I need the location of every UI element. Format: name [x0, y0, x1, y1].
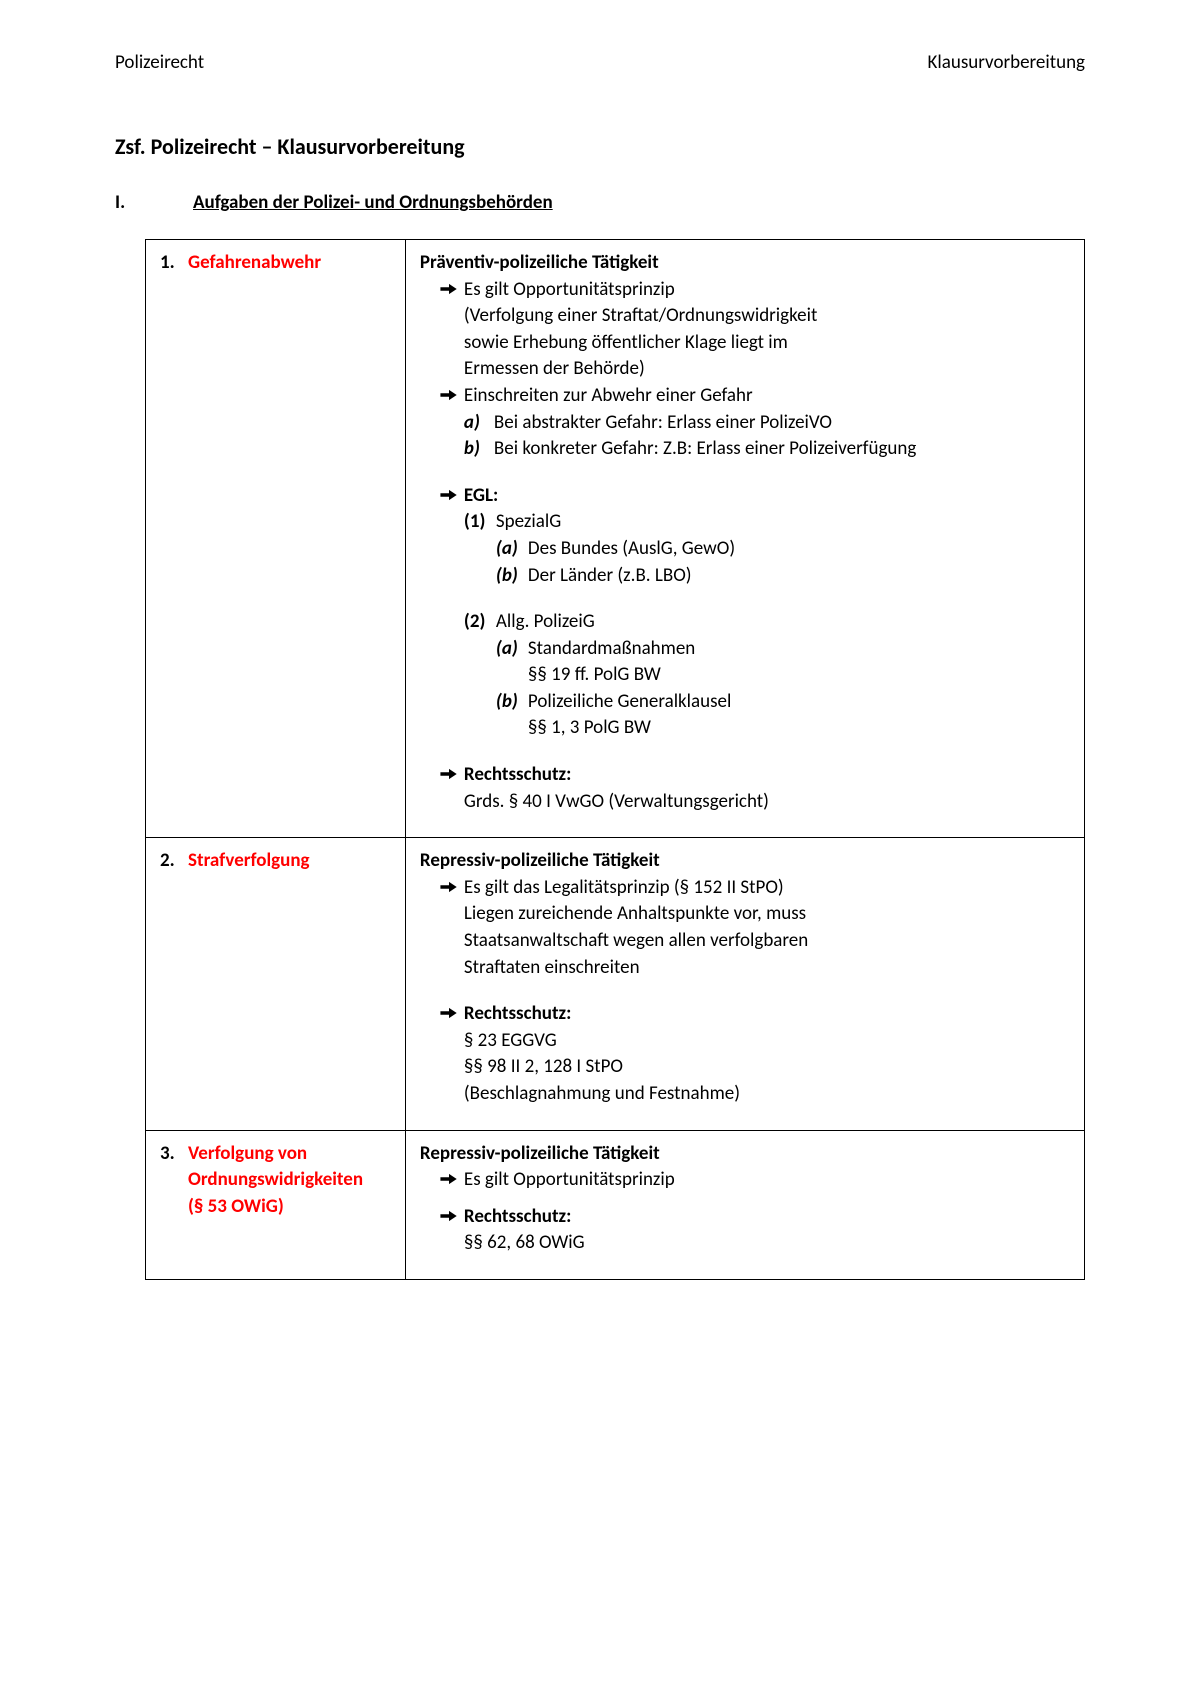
- sub-sub-letter-text: Standardmaßnahmen: [528, 636, 695, 663]
- bullet-detail: Grds. § 40 I VwGO (Verwaltungsgericht): [464, 789, 1070, 816]
- row-heading: Präventiv-polizeiliche Tätigkeit: [420, 250, 1070, 277]
- sub-num-label: (2): [464, 609, 496, 636]
- sub-sub-detail: §§ 1, 3 PolG BW: [528, 715, 1070, 742]
- bullet-continuation: Liegen zureichende Anhaltspunkte vor, mu…: [464, 901, 1070, 928]
- row-title: Gefahrenabwehr: [188, 250, 321, 277]
- sub-sub-letter-text: Polizeiliche Generalklausel: [528, 689, 731, 716]
- arrow-icon: [440, 1001, 464, 1028]
- bullet-detail: §§ 62, 68 OWiG: [464, 1230, 1070, 1257]
- sub-letter-text: Bei abstrakter Gefahr: Erlass einer Poli…: [494, 410, 832, 437]
- row2-right-cell: Repressiv-polizeiliche Tätigkeit Es gilt…: [405, 838, 1084, 1130]
- row-heading: Repressiv-polizeiliche Tätigkeit: [420, 848, 1070, 875]
- sub-sub-letter-label: (a): [496, 636, 528, 663]
- page-header: Polizeirecht Klausurvorbereitung: [115, 50, 1085, 77]
- sub-letter-label: a): [464, 410, 494, 437]
- table-row: 2. Strafverfolgung Repressiv-polizeilich…: [146, 838, 1085, 1130]
- arrow-icon: [440, 762, 464, 789]
- row-number: 2.: [160, 848, 188, 875]
- arrow-icon: [440, 383, 464, 410]
- row3-left-cell: 3. Verfolgung von Ordnungswidrigkeiten (…: [146, 1130, 406, 1279]
- arrow-icon: [440, 1167, 464, 1194]
- row-title-cont: (§ 53 OWiG): [188, 1194, 391, 1221]
- row-title: Strafverfolgung: [188, 848, 310, 875]
- row-title-cont: Ordnungswidrigkeiten: [188, 1167, 391, 1194]
- bullet-text: Rechtsschutz:: [464, 762, 1070, 789]
- arrow-icon: [440, 277, 464, 304]
- row1-left-cell: 1. Gefahrenabwehr: [146, 239, 406, 837]
- section-heading: Aufgaben der Polizei- und Ordnungsbehörd…: [193, 190, 553, 217]
- arrow-icon: [440, 1204, 464, 1231]
- row2-left-cell: 2. Strafverfolgung: [146, 838, 406, 1130]
- sub-num-text: Allg. PolizeiG: [496, 609, 595, 636]
- sub-sub-letter-label: (b): [496, 563, 528, 590]
- bullet-continuation: sowie Erhebung öffentlicher Klage liegt …: [464, 330, 1070, 357]
- section-heading-row: I. Aufgaben der Polizei- und Ordnungsbeh…: [115, 190, 1085, 217]
- bullet-text: Es gilt Opportunitätsprinzip: [464, 277, 1070, 304]
- bullet-text: Einschreiten zur Abwehr einer Gefahr: [464, 383, 1070, 410]
- row-title: Verfolgung von: [188, 1141, 307, 1168]
- bullet-text: Rechtsschutz:: [464, 1204, 1070, 1231]
- bullet-continuation: Ermessen der Behörde): [464, 356, 1070, 383]
- sub-letter-text: Bei konkreter Gefahr: Z.B: Erlass einer …: [494, 436, 916, 463]
- outline-table: 1. Gefahrenabwehr Präventiv-polizeiliche…: [145, 239, 1085, 1280]
- header-left: Polizeirecht: [115, 50, 204, 77]
- sub-sub-letter-text: Der Länder (z.B. LBO): [528, 563, 692, 590]
- table-row: 1. Gefahrenabwehr Präventiv-polizeiliche…: [146, 239, 1085, 837]
- bullet-continuation: Straftaten einschreiten: [464, 955, 1070, 982]
- document-title: Zsf. Polizeirecht – Klausurvorbereitung: [115, 132, 1085, 163]
- bullet-text: Es gilt das Legalitätsprinzip (§ 152 II …: [464, 875, 1070, 902]
- row1-right-cell: Präventiv-polizeiliche Tätigkeit Es gilt…: [405, 239, 1084, 837]
- row3-right-cell: Repressiv-polizeiliche Tätigkeit Es gilt…: [405, 1130, 1084, 1279]
- bullet-text: Es gilt Opportunitätsprinzip: [464, 1167, 1070, 1194]
- row-number: 3.: [160, 1141, 188, 1168]
- bullet-detail: (Beschlagnahmung und Festnahme): [464, 1081, 1070, 1108]
- row-number: 1.: [160, 250, 188, 277]
- arrow-icon: [440, 875, 464, 902]
- sub-sub-letter-label: (b): [496, 689, 528, 716]
- section-roman: I.: [115, 190, 193, 217]
- bullet-text: EGL:: [464, 483, 1070, 510]
- sub-sub-letter-text: Des Bundes (AuslG, GewO): [528, 536, 735, 563]
- sub-num-text: SpezialG: [496, 509, 561, 536]
- sub-sub-detail: §§ 19 ff. PolG BW: [528, 662, 1070, 689]
- sub-letter-label: b): [464, 436, 494, 463]
- bullet-continuation: (Verfolgung einer Straftat/Ordnungswidri…: [464, 303, 1070, 330]
- header-right: Klausurvorbereitung: [928, 50, 1085, 77]
- bullet-continuation: Staatsanwaltschaft wegen allen verfolgba…: [464, 928, 1070, 955]
- bullet-text: Rechtsschutz:: [464, 1001, 1070, 1028]
- sub-num-label: (1): [464, 509, 496, 536]
- table-row: 3. Verfolgung von Ordnungswidrigkeiten (…: [146, 1130, 1085, 1279]
- bullet-detail: §§ 98 II 2, 128 I StPO: [464, 1054, 1070, 1081]
- arrow-icon: [440, 483, 464, 510]
- row-heading: Repressiv-polizeiliche Tätigkeit: [420, 1141, 1070, 1168]
- sub-sub-letter-label: (a): [496, 536, 528, 563]
- bullet-detail: § 23 EGGVG: [464, 1028, 1070, 1055]
